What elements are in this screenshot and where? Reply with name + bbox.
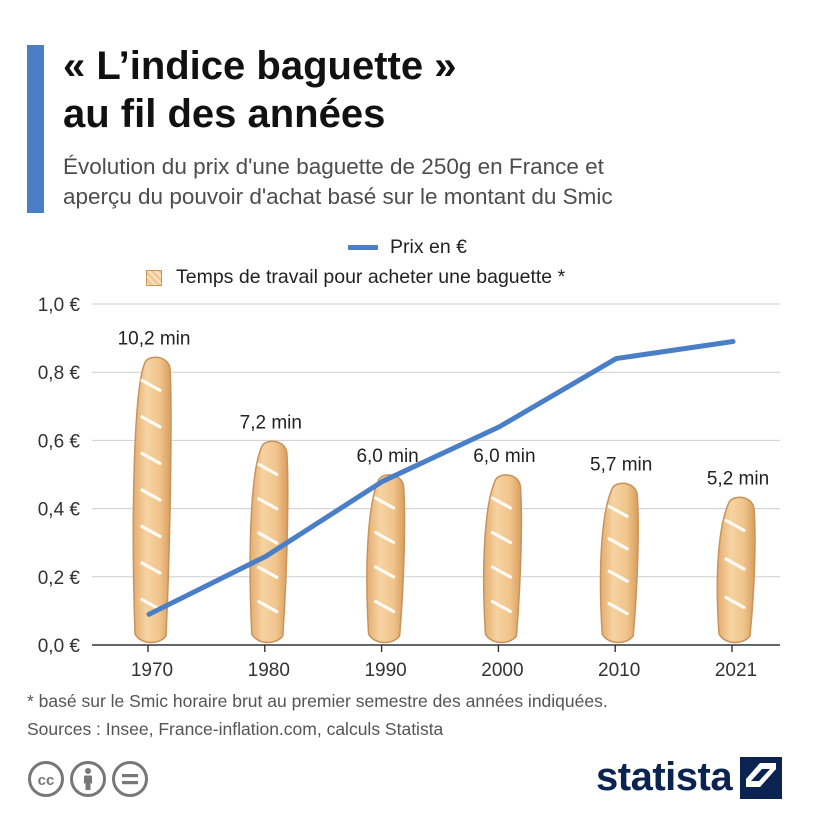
baguette-score (140, 378, 162, 392)
baguette-score (490, 565, 512, 579)
baguette-bar (132, 356, 172, 644)
baguette-score (724, 518, 746, 532)
x-tick-label: 2000 (481, 660, 523, 681)
subtitle: Évolution du prix d'une baguette de 250g… (63, 152, 813, 212)
cc-icon[interactable]: cc (27, 760, 65, 798)
baguette-bar (249, 440, 289, 644)
page-title: « L’indice baguette » au fil des années (63, 42, 803, 138)
no-derivatives-icon[interactable] (111, 760, 149, 798)
baguette-score (490, 599, 512, 614)
y-tick-label: 0,2 € (38, 568, 81, 589)
baguette-score (140, 415, 162, 429)
legend-baguette-swatch (146, 269, 162, 286)
baguette-score (257, 600, 279, 614)
x-tick-label: 1980 (248, 660, 290, 681)
baguette-body (366, 474, 406, 644)
statista-logo[interactable]: statista (596, 755, 783, 800)
y-tick-label: 0,8 € (38, 363, 81, 384)
baguette-score (607, 537, 629, 551)
baguette-body (716, 496, 756, 644)
data-label: 5,7 min (590, 454, 652, 475)
attribution-icon[interactable] (69, 760, 107, 798)
baguette-score (607, 602, 629, 616)
baguette-score (490, 530, 512, 545)
subtitle-line-1: Évolution du prix d'une baguette de 250g… (63, 154, 604, 179)
baguette-body (132, 356, 172, 644)
data-label: 5,2 min (707, 468, 769, 489)
baguette-score (374, 530, 396, 545)
baguette-score (607, 569, 629, 583)
y-tick-label: 0,6 € (38, 431, 81, 452)
legend-price: Prix en € (348, 236, 467, 259)
chart: 0,0 €0,2 €0,4 €0,6 €0,8 €1,0 € 1970 1980 1… (38, 295, 780, 681)
x-tick-label: 1990 (364, 660, 406, 681)
baguette-score (140, 488, 162, 502)
y-tick-label: 1,0 € (38, 295, 81, 316)
data-label: 10,2 min (118, 328, 191, 349)
legend-worktime: Temps de travail pour acheter une baguet… (146, 266, 565, 289)
data-label: 6,0 min (473, 446, 535, 467)
baguette-score (257, 462, 279, 476)
svg-text:cc: cc (38, 772, 55, 789)
title-line-2: au fil des années (63, 92, 386, 136)
data-label: 7,2 min (240, 412, 302, 433)
baguette-score (257, 497, 279, 511)
baguette-body (249, 440, 289, 644)
price-line-layer (146, 339, 736, 617)
baguette-bar (599, 482, 639, 644)
subtitle-line-2: aperçu du pouvoir d'achat basé sur le mo… (63, 184, 613, 209)
footnote: * basé sur le Smic horaire brut au premi… (27, 691, 608, 711)
baguette-score (724, 557, 746, 571)
license-icons: cc (27, 760, 149, 798)
x-tick-label: 2021 (715, 660, 757, 681)
baguette-score (374, 565, 396, 579)
baguette-score (724, 595, 746, 610)
brand-name: statista (596, 755, 733, 799)
baguette-bars (132, 356, 756, 644)
y-tick-label: 0,4 € (38, 500, 81, 521)
baguette-bar (482, 474, 523, 644)
baguette-bar (716, 496, 756, 644)
price-line (146, 339, 736, 617)
sources: Sources : Insee, France-inflation.com, c… (27, 719, 444, 739)
baguette-score (140, 451, 162, 466)
x-tick-label: 1970 (131, 660, 173, 681)
baguette-body (599, 482, 639, 644)
baguette-score (607, 504, 629, 518)
y-tick-label: 0,0 € (38, 636, 81, 657)
gridlines (92, 303, 780, 646)
baguette-score (257, 531, 279, 545)
title-line-1: « L’indice baguette » (63, 44, 457, 88)
baguette-bar (366, 474, 406, 644)
statista-mark-icon (740, 756, 783, 799)
baguette-score (140, 561, 162, 575)
legend-line-swatch (348, 245, 378, 250)
y-axis-ticks: 0,0 € 0,2 € 0,4 € 0,6 € 0,8 € 1,0 € (38, 295, 81, 657)
baguette-body (482, 474, 523, 644)
legend-price-label: Prix en € (390, 236, 467, 258)
baguette-score (257, 565, 279, 579)
data-labels: 10,2 min 7,2 min 6,0 min 6,0 min 5,7 min 5,2 … (118, 328, 770, 489)
legend-worktime-label: Temps de travail pour acheter une baguet… (176, 266, 566, 288)
title-accent-bar (27, 45, 44, 213)
data-label: 6,0 min (356, 446, 418, 467)
baguette-score (490, 496, 512, 510)
baguette-score (140, 524, 162, 539)
x-tick-label: 2010 (598, 660, 640, 681)
baguette-score (374, 496, 396, 510)
x-axis-ticks: 1970 1980 1990 2000 2010 2021 (131, 645, 757, 681)
baguette-score (374, 599, 396, 614)
